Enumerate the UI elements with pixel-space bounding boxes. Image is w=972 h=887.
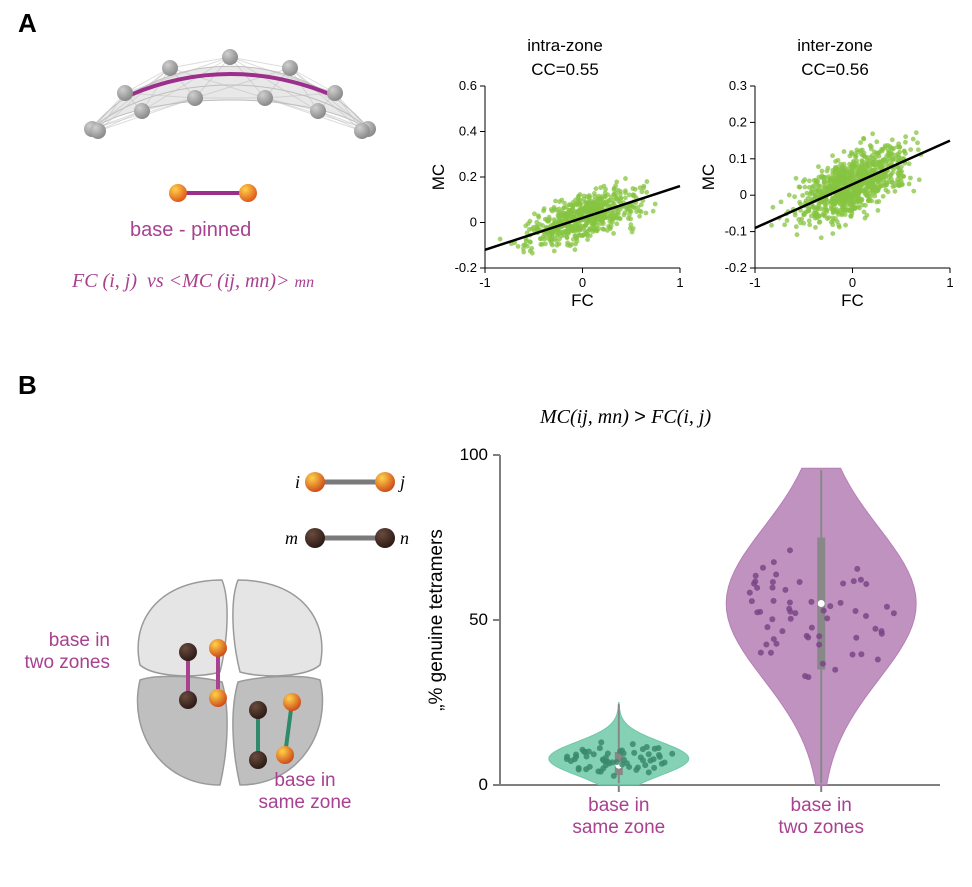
vt-b: > xyxy=(634,406,651,428)
svg-text:MC: MC xyxy=(430,164,448,190)
panel-a-caption-2: FC (i, j) vs <MC (ij, mn)> mn xyxy=(62,247,314,293)
svg-text:0: 0 xyxy=(579,275,586,290)
svg-text:FC: FC xyxy=(841,291,864,310)
svg-text:1: 1 xyxy=(676,275,683,290)
svg-text:m: m xyxy=(285,528,298,548)
svg-text:0: 0 xyxy=(479,775,488,794)
svg-text:MC: MC xyxy=(700,164,718,190)
scatter2-title: inter-zone xyxy=(735,36,935,56)
svg-text:0.4: 0.4 xyxy=(459,124,477,139)
svg-text:50: 50 xyxy=(469,610,488,629)
scatter2: -1 0 1 -0.2 -0.1 0 0.1 0.2 0.3 FC MC xyxy=(700,80,960,310)
svg-text:two zones: two zones xyxy=(778,817,864,838)
svg-text:0.2: 0.2 xyxy=(459,169,477,184)
svg-text:-0.1: -0.1 xyxy=(725,224,747,239)
svg-text:j: j xyxy=(398,472,405,492)
scatter2-cc: CC=0.56 xyxy=(735,60,935,80)
svg-text:same zone: same zone xyxy=(572,817,665,838)
violin-plot: 050100„% genuine tetramersbase insame zo… xyxy=(420,435,960,855)
vt-c: FC(i, j) xyxy=(651,406,711,428)
panel-a-caption-1: base - pinned xyxy=(130,219,251,242)
svg-text:FC: FC xyxy=(571,291,594,310)
svg-text:base in: base in xyxy=(791,795,852,816)
lz-l1: base in xyxy=(49,630,110,651)
cap2-d: mn xyxy=(295,274,315,291)
svg-text:base in: base in xyxy=(588,795,649,816)
svg-text:0.6: 0.6 xyxy=(459,80,477,93)
svg-text:-1: -1 xyxy=(749,275,761,290)
svg-text:„% genuine tetramers: „% genuine tetramers xyxy=(426,529,447,711)
cap2-a: FC (i, j) xyxy=(72,270,137,292)
panel-a-label: A xyxy=(18,8,37,39)
svg-text:0: 0 xyxy=(740,187,747,202)
scatter1-title: intra-zone xyxy=(465,36,665,56)
label-two-zones: base in two zones xyxy=(20,630,110,674)
panel-a-diagram xyxy=(70,35,390,245)
ls-l2: same zone xyxy=(259,792,352,813)
svg-text:100: 100 xyxy=(460,445,488,464)
cap2-c: <MC (ij, mn)> xyxy=(169,270,290,292)
svg-text:n: n xyxy=(400,528,409,548)
panel-b-legend: i j m n xyxy=(260,460,430,570)
svg-text:-0.2: -0.2 xyxy=(725,260,747,275)
scatter1-cc: CC=0.55 xyxy=(465,60,665,80)
scatter1: -1 0 1 -0.2 0 0.2 0.4 0.6 FC MC xyxy=(430,80,690,310)
svg-text:0.2: 0.2 xyxy=(729,114,747,129)
vt-a: MC(ij, mn) xyxy=(540,406,629,428)
svg-text:0.1: 0.1 xyxy=(729,151,747,166)
svg-text:0: 0 xyxy=(849,275,856,290)
lz-l2: two zones xyxy=(24,652,110,673)
svg-text:i: i xyxy=(295,472,300,492)
violin-title: MC(ij, mn) > FC(i, j) xyxy=(540,406,711,429)
cap2-b: vs xyxy=(147,270,164,292)
svg-text:1: 1 xyxy=(946,275,953,290)
ls-l1: base in xyxy=(274,770,335,791)
svg-text:-1: -1 xyxy=(479,275,491,290)
label-same-zone: base in same zone xyxy=(240,770,370,814)
panel-b-label: B xyxy=(18,370,37,401)
svg-text:-0.2: -0.2 xyxy=(455,260,477,275)
svg-text:0.3: 0.3 xyxy=(729,80,747,93)
svg-text:0: 0 xyxy=(470,215,477,230)
